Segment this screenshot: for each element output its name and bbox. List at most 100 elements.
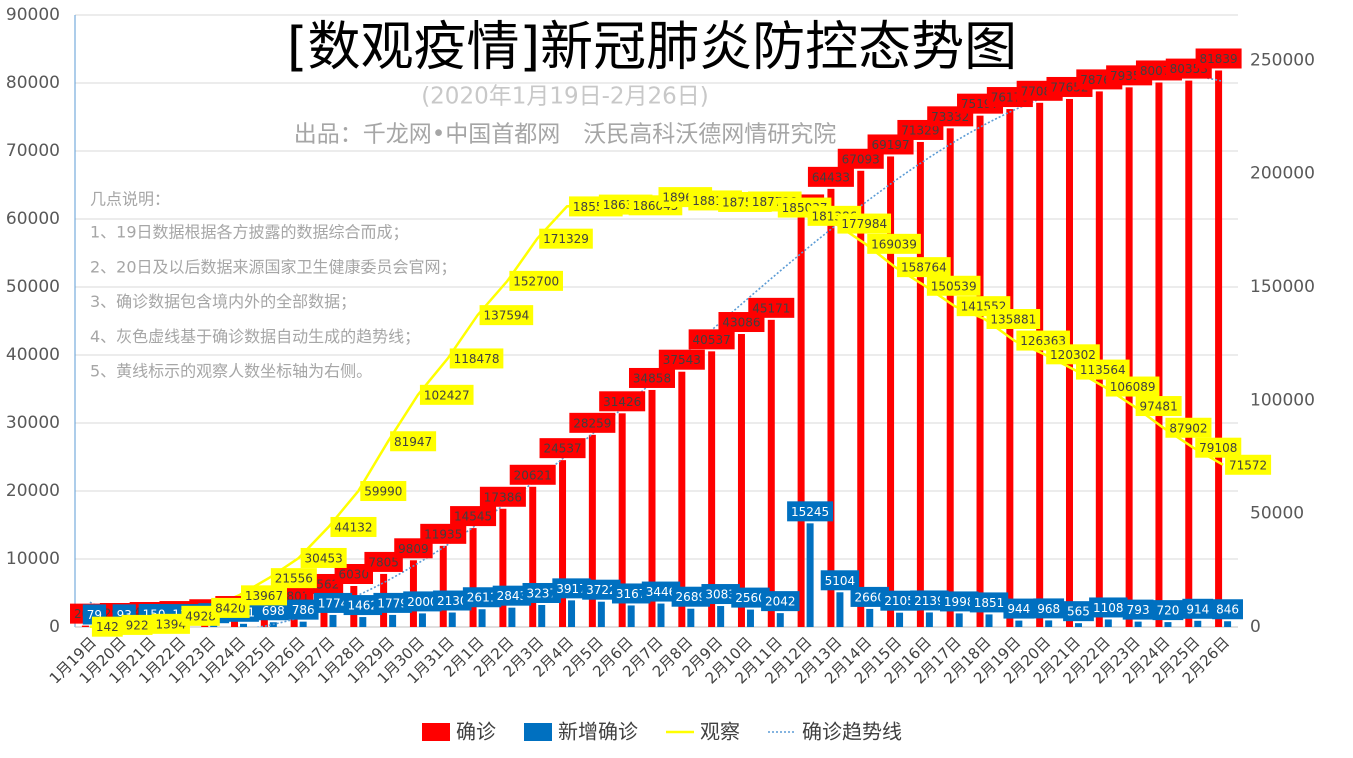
data-label: 28259: [573, 416, 611, 430]
data-label: 24537: [543, 442, 581, 456]
label-box: [611, 583, 651, 604]
label-box: [509, 270, 563, 291]
data-label: 3167: [616, 587, 647, 601]
label-box: [403, 591, 442, 612]
data-label: 113564: [1080, 363, 1126, 377]
data-label: 2843: [497, 589, 528, 603]
chart-source: 出品：千龙网•中国首都网 沃民高科沃德网情研究院: [294, 122, 837, 148]
label-box: [522, 582, 561, 603]
y2-tick-label: 100000: [1250, 390, 1315, 410]
bar: [806, 523, 814, 627]
label-box: [897, 257, 951, 278]
data-label: 17386: [484, 490, 522, 504]
bar: [499, 508, 507, 627]
data-label: 944: [1007, 602, 1030, 616]
bar: [299, 621, 307, 627]
y-tick-label: 10000: [6, 549, 60, 569]
legend-label: 新增确诊: [558, 720, 638, 744]
label-box: [820, 570, 860, 591]
notes-title: 几点说明：: [90, 190, 170, 209]
data-label: 3446: [646, 585, 677, 599]
label-box: [569, 412, 616, 433]
bar: [1155, 82, 1163, 628]
label-box: [731, 587, 770, 608]
data-label: 793: [1127, 603, 1150, 617]
data-label: 3917: [556, 582, 587, 596]
y-tick-label: 80000: [6, 73, 60, 93]
label-box: [641, 581, 681, 602]
bar: [946, 128, 954, 627]
data-label: 565: [1067, 605, 1090, 619]
data-label: 2660: [854, 590, 885, 604]
label-box: [211, 597, 250, 618]
data-label: 118478: [454, 352, 500, 366]
data-label: 9809: [398, 542, 429, 556]
y-tick-label: 30000: [6, 413, 60, 433]
data-label: 2130: [437, 594, 468, 608]
data-label: 40537: [693, 333, 731, 347]
data-label: 43086: [722, 316, 760, 330]
label-box: [1152, 600, 1184, 621]
data-label: 2689: [676, 590, 707, 604]
label-box: [390, 431, 437, 452]
label-box: [807, 166, 854, 187]
label-box: [1089, 597, 1128, 618]
bar: [240, 623, 248, 627]
data-label: 15245: [791, 505, 829, 519]
label-box: [986, 309, 1041, 330]
data-label: 3237: [526, 586, 557, 600]
data-label: 968: [1037, 602, 1060, 616]
label-box: [539, 228, 593, 249]
label-box: [880, 590, 919, 611]
bar: [1036, 102, 1044, 628]
data-label: 914: [1186, 602, 1209, 616]
data-label: 6030: [339, 567, 370, 581]
bar: [389, 614, 397, 627]
data-label: 44132: [334, 520, 372, 534]
bar: [1185, 80, 1193, 627]
data-label: 142: [96, 620, 119, 634]
y2-tick-label: 50000: [1250, 504, 1304, 524]
data-label: 720: [1156, 604, 1179, 618]
label-box: [539, 438, 586, 459]
data-label: 14545: [454, 510, 492, 524]
legend-label: 确诊趋势线: [802, 720, 902, 744]
data-label: 152700: [513, 274, 559, 288]
label-box: [343, 595, 382, 616]
y-tick-label: 0: [49, 617, 60, 637]
data-label: 20621: [514, 468, 552, 482]
data-label: 102427: [424, 388, 470, 402]
label-box: [671, 586, 711, 607]
label-box: [701, 584, 740, 605]
data-label: 1462: [348, 599, 379, 613]
data-label: 4928: [185, 609, 216, 623]
label-box: [748, 297, 795, 318]
label-box: [450, 506, 497, 527]
y2-tick-label: 150000: [1250, 277, 1315, 297]
label-box: [300, 547, 347, 568]
data-label: 171329: [543, 232, 589, 246]
note: 3、确诊数据包含境内外的全部数据；: [90, 292, 356, 311]
label-box: [761, 591, 800, 612]
label-box: [1046, 344, 1100, 365]
bar: [1074, 623, 1082, 627]
bar: [866, 608, 874, 627]
y-tick-label: 60000: [6, 209, 60, 229]
bar: [708, 351, 716, 627]
data-label: 31426: [603, 395, 641, 409]
label-box: [479, 486, 526, 507]
label-box: [629, 367, 675, 388]
data-label: 81947: [394, 435, 432, 449]
bar: [797, 216, 805, 627]
label-box: [1105, 376, 1160, 397]
data-label: 34858: [633, 371, 671, 385]
data-label: 7805: [368, 555, 399, 569]
data-label: 2000: [407, 595, 438, 609]
data-label: 64433: [812, 170, 850, 184]
bar: [1104, 619, 1112, 627]
data-label: 1108: [1093, 601, 1124, 615]
bar: [1006, 109, 1014, 627]
data-label: 177984: [841, 217, 887, 231]
data-label: 8420: [215, 601, 246, 615]
bar: [1134, 621, 1142, 627]
